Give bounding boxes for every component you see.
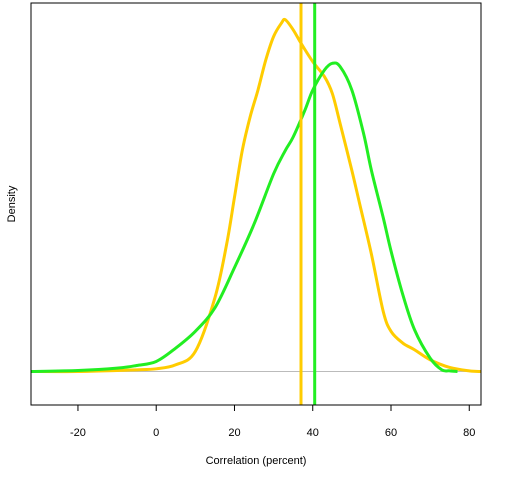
plot-area [30,2,482,406]
y-axis-title: Density [6,185,18,222]
density-curve-1 [30,17,482,374]
reference-lines [299,3,317,405]
x-tick-label: 60 [385,427,397,439]
plot-frame [30,2,482,406]
density-curve-2 [30,61,458,373]
x-tick-label: 20 [228,427,240,439]
x-axis: -20 0 20 40 60 80 [70,405,475,439]
x-tick-label: 80 [463,427,475,439]
x-tick-label: 0 [153,427,159,439]
x-tick-label: -20 [70,427,86,439]
x-tick-label: 40 [307,427,319,439]
x-axis-title: Correlation (percent) [206,455,307,467]
density-curves [30,17,482,374]
